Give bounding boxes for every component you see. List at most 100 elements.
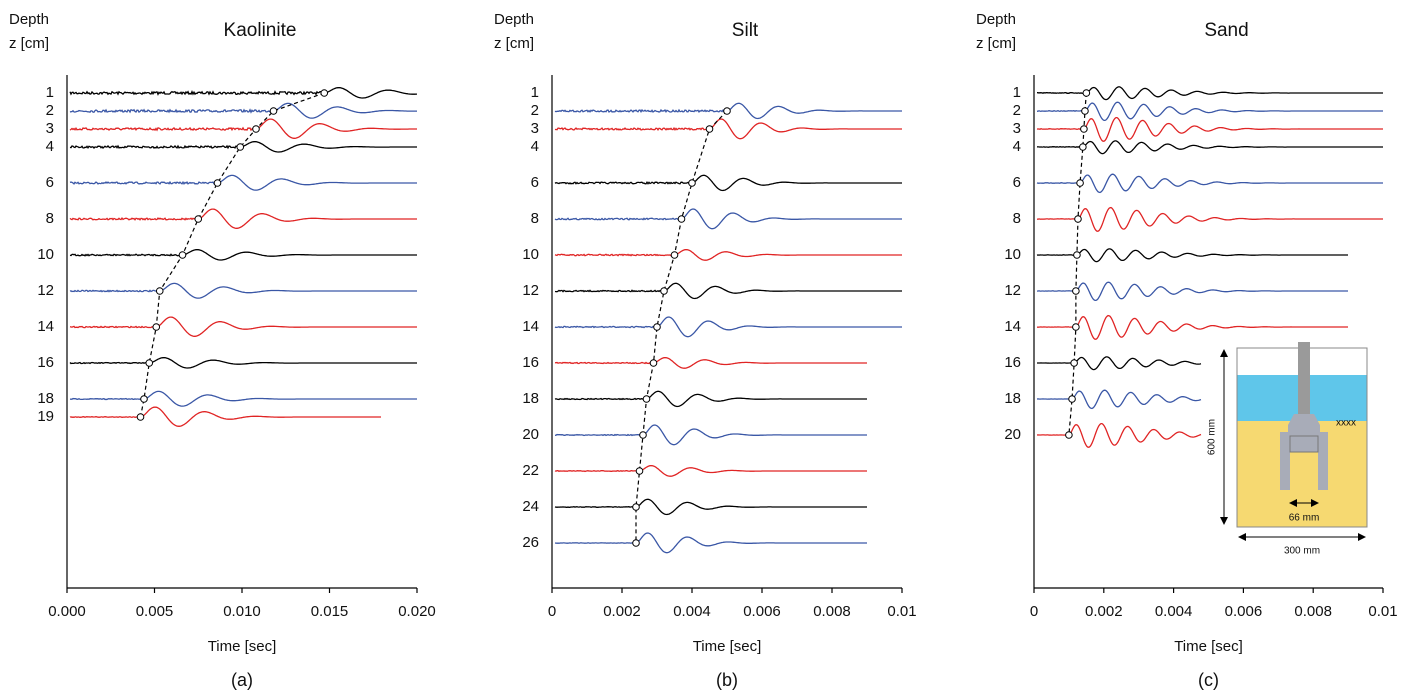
arrival-pick: [635, 467, 644, 475]
depth-label: 12: [1004, 282, 1021, 299]
rod: [1298, 342, 1310, 414]
depth-label: 26: [522, 534, 539, 551]
depth-label: 4: [531, 138, 539, 155]
depth-label: 18: [522, 390, 539, 407]
arrival-pick: [642, 395, 651, 403]
waveform-trace: [69, 282, 417, 299]
waveform-trace: [69, 118, 417, 139]
x-tick-label: 0.002: [603, 603, 641, 620]
waveform-trace: [1036, 140, 1383, 155]
arrival-pick: [649, 359, 658, 367]
arrival-pick: [136, 413, 145, 421]
arrival-pick: [1079, 143, 1087, 151]
arrival-pick: [632, 539, 640, 547]
depth-label: 18: [1004, 390, 1021, 407]
arrival-curve: [139, 92, 325, 418]
depth-label: 1: [46, 84, 54, 101]
x-tick-label: 0.006: [1225, 603, 1263, 620]
waveform-trace: [1036, 116, 1383, 142]
x-tick-label: 0.005: [136, 603, 174, 620]
arrival-pick: [320, 89, 329, 97]
bender-left: [1280, 432, 1290, 490]
waveform-trace: [554, 356, 867, 369]
arrival-pick: [194, 215, 203, 223]
arrival-pick: [1070, 359, 1078, 367]
depth-label: 3: [46, 120, 54, 137]
gap-label: 66 mm: [1289, 513, 1320, 524]
waveform-trace: [554, 208, 902, 230]
depth-label: 16: [37, 354, 54, 371]
waveform-trace: [69, 174, 417, 191]
waveform-trace: [554, 390, 867, 408]
y-axis-label: z [cm]: [976, 35, 1016, 52]
waveform-trace: [1037, 86, 1383, 101]
depth-label: 14: [37, 318, 54, 335]
depth-label: 16: [1004, 354, 1021, 371]
depth-label: 10: [37, 246, 54, 263]
depth-label: 4: [1013, 138, 1021, 155]
arrival-pick: [140, 395, 148, 403]
x-tick-label: 0.01: [887, 603, 916, 620]
arrival-pick: [178, 251, 187, 259]
depth-label: 10: [522, 246, 539, 263]
depth-label: 10: [1004, 246, 1021, 263]
arrival-pick: [269, 107, 278, 115]
arrival-pick: [632, 503, 640, 511]
arrival-pick: [152, 323, 161, 331]
x-tick-label: 0.010: [223, 603, 261, 620]
arrival-pick: [1074, 215, 1082, 223]
arrival-pick: [1076, 179, 1084, 187]
waveform-trace: [554, 248, 902, 261]
depth-label: 8: [1013, 210, 1021, 227]
arrival-pick: [705, 125, 714, 133]
waveform-trace: [1036, 422, 1202, 448]
arrival-pick: [1072, 323, 1080, 331]
depth-label: 16: [522, 354, 539, 371]
depth-label: 20: [522, 426, 539, 443]
arrival-pick: [1081, 107, 1089, 115]
x-tick-label: 0.004: [1155, 603, 1193, 620]
mark: xxxx: [1336, 418, 1356, 429]
arrival-pick: [670, 251, 679, 259]
holder: [1288, 414, 1320, 438]
depth-label: 3: [1013, 120, 1021, 137]
setup-inset: xxxx 600 mm 66 mm 300 mm: [1207, 342, 1368, 557]
bender-right: [1318, 432, 1328, 490]
waveform-trace: [69, 390, 417, 407]
x-tick-label: 0.002: [1085, 603, 1123, 620]
arrival-pick: [723, 107, 731, 115]
waveform-trace: [554, 282, 902, 300]
x-tick-label: 0.004: [673, 603, 711, 620]
arrival-pick: [1082, 89, 1091, 97]
depth-label: 12: [522, 282, 539, 299]
depth-label: 2: [1013, 102, 1021, 119]
x-axis-label: Time [sec]: [208, 638, 277, 655]
waveform-trace: [1036, 206, 1383, 232]
waveform-trace: [69, 102, 417, 119]
arrival-pick: [252, 125, 260, 133]
x-tick-label: 0.020: [398, 603, 436, 620]
y-axis-label: Depth: [976, 11, 1016, 28]
arrival-pick: [145, 359, 154, 367]
caption: (a): [231, 670, 253, 690]
arrival-pick: [688, 179, 696, 187]
waveform-trace: [554, 316, 902, 338]
arrival-pick: [660, 287, 668, 295]
arrival-pick: [236, 143, 245, 151]
waveform-trace: [554, 118, 902, 140]
depth-label: 2: [531, 102, 539, 119]
x-tick-label: 0.015: [311, 603, 349, 620]
depth-label: 12: [37, 282, 54, 299]
arrival-pick: [213, 179, 222, 187]
x-tick-label: 0.006: [743, 603, 781, 620]
x-tick-label: 0.008: [813, 603, 851, 620]
depth-label: 3: [531, 120, 539, 137]
x-axis-label: Time [sec]: [1174, 638, 1243, 655]
depth-label: 8: [46, 210, 54, 227]
depth-label: 22: [522, 462, 539, 479]
caption: (b): [716, 670, 738, 690]
x-tick-label: 0: [548, 603, 556, 620]
depth-label: 20: [1004, 426, 1021, 443]
waveform-trace: [69, 208, 417, 229]
waveform-trace: [69, 406, 381, 427]
